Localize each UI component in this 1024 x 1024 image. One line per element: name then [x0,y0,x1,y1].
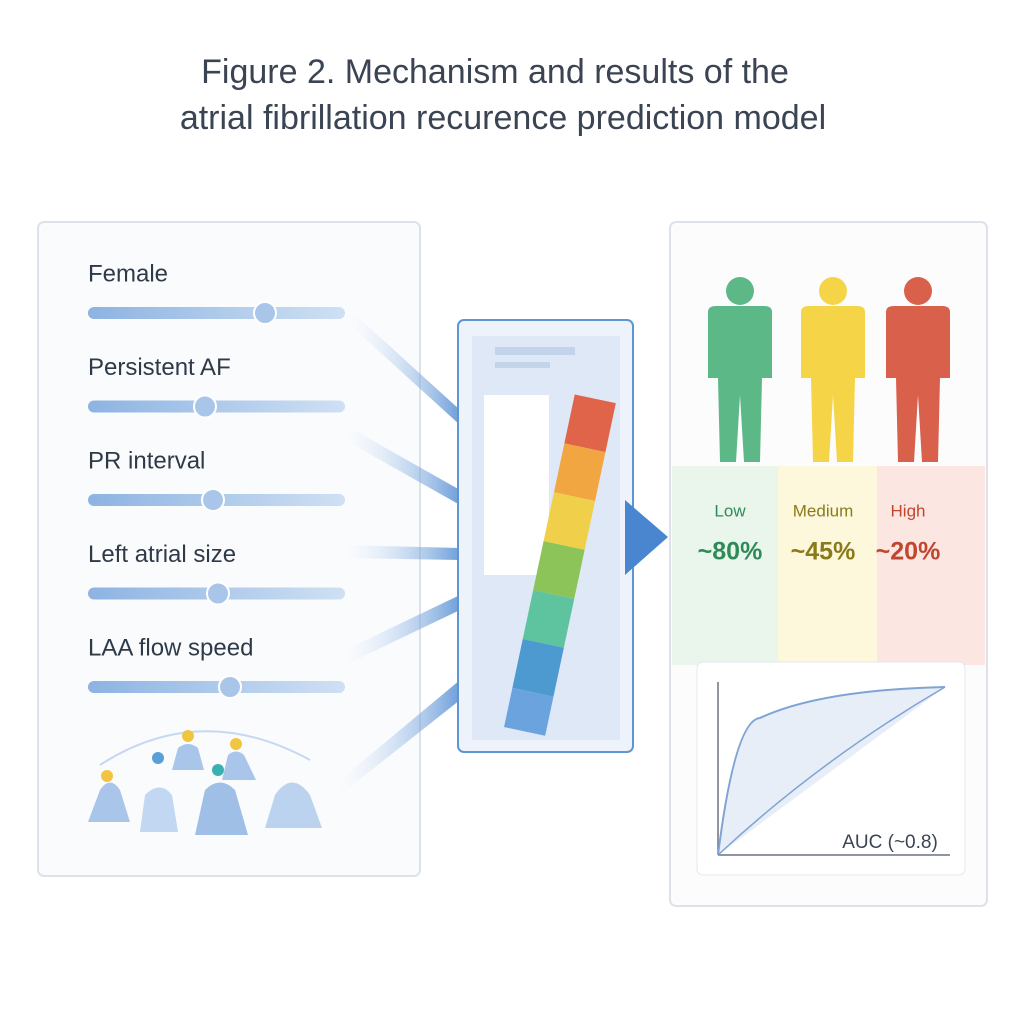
patients-illustration [88,730,322,835]
head [819,277,847,305]
person-icon [708,277,772,462]
title-line: Figure 2. Mechanism and results of the [201,53,789,91]
risk-label: High [891,501,926,520]
beams [340,310,460,795]
auc-label: AUC (~0.8) [842,832,938,853]
slider-track [88,681,345,693]
risk-percent: ~80% [698,538,763,566]
model-sheet [484,395,549,575]
model-line [495,347,575,355]
risk-percent: ~20% [876,538,941,566]
title-line: atrial fibrillation recurence prediction… [180,99,826,137]
band [778,466,877,665]
band [672,466,778,665]
head [904,277,932,305]
feature-label: Female [88,260,168,287]
slider-knob [193,394,217,419]
feature-label: PR interval [88,447,205,474]
person-icon [801,277,865,462]
person-icon [886,277,950,462]
body [886,306,950,462]
feature-label: Left atrial size [88,541,236,568]
risk-label: Medium [793,501,853,520]
model-line [495,362,550,368]
risk-percent: ~45% [791,538,856,566]
roc-plot [717,682,950,856]
slider-knob [253,301,277,325]
slider-track [88,307,345,319]
body [708,306,772,462]
slider-knob [218,675,242,699]
slider-knob [201,488,225,512]
feature-list: Female Persistent AF PR interval Left atria… [88,260,345,699]
band [877,466,985,665]
body [801,306,865,462]
head [726,277,754,305]
risk-label: Low [714,501,746,520]
feature-label: LAA flow speed [88,634,253,661]
slider-knob [206,581,230,606]
arrow [625,500,668,575]
feature-label: Persistent AF [88,354,231,381]
risk-scale [504,394,616,736]
